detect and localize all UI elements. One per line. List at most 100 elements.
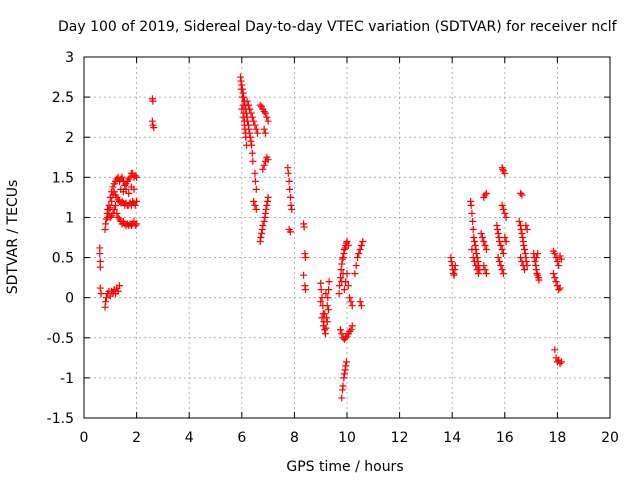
data-point	[517, 225, 525, 233]
x-tick-label: 16	[496, 430, 514, 446]
data-point	[532, 254, 540, 262]
y-tick-label: 2.5	[52, 90, 74, 106]
data-point	[496, 238, 504, 246]
data-point	[252, 125, 260, 133]
x-tick-label: 2	[132, 430, 141, 446]
data-point	[347, 326, 355, 334]
data-point	[301, 254, 309, 262]
data-point	[343, 238, 351, 246]
data-point	[96, 284, 104, 292]
data-point	[323, 318, 331, 326]
data-point	[106, 213, 114, 221]
x-tick-label: 8	[290, 430, 299, 446]
x-tick-label: 10	[338, 430, 356, 446]
data-point	[356, 298, 364, 306]
data-point	[96, 263, 104, 271]
data-point	[498, 266, 506, 274]
data-point	[348, 322, 356, 330]
data-point	[109, 183, 117, 191]
data-point	[336, 326, 344, 334]
data-point	[125, 189, 133, 197]
data-point	[121, 181, 129, 189]
data-point	[336, 274, 344, 282]
data-points	[96, 73, 565, 402]
data-point	[317, 298, 325, 306]
x-tick-label: 14	[443, 430, 461, 446]
data-point	[239, 113, 247, 121]
data-point	[522, 221, 530, 229]
y-tick-label: 1	[65, 210, 74, 226]
data-point	[553, 258, 561, 266]
data-point	[133, 173, 141, 181]
data-point	[262, 205, 270, 213]
data-point	[481, 266, 489, 274]
data-point	[493, 225, 501, 233]
data-point	[242, 129, 250, 137]
data-point	[256, 101, 264, 109]
data-point	[496, 258, 504, 266]
data-point	[114, 287, 122, 295]
data-point	[347, 298, 355, 306]
data-point	[494, 229, 502, 237]
data-point	[125, 175, 133, 183]
y-tick-label: 0	[65, 291, 74, 307]
data-point	[499, 165, 507, 173]
data-point	[519, 262, 527, 270]
data-point	[257, 234, 265, 241]
data-point	[342, 334, 350, 342]
data-point	[469, 225, 477, 233]
data-point	[343, 270, 351, 278]
data-point	[531, 258, 539, 266]
data-point	[116, 282, 124, 290]
data-point	[451, 262, 459, 270]
data-point	[250, 117, 258, 125]
data-point	[521, 246, 529, 254]
data-point	[251, 169, 259, 177]
data-point	[340, 370, 348, 378]
data-point	[356, 246, 364, 254]
data-point	[518, 229, 526, 237]
data-point	[284, 169, 292, 177]
data-point	[471, 238, 479, 246]
x-tick-label: 20	[601, 430, 619, 446]
data-point	[335, 290, 343, 298]
data-point	[246, 105, 254, 113]
data-point	[498, 201, 506, 209]
data-point	[551, 346, 559, 354]
data-point	[501, 234, 509, 241]
data-point	[467, 201, 475, 209]
data-point	[499, 205, 507, 213]
data-point	[96, 250, 104, 258]
x-axis-label: GPS time / hours	[286, 459, 403, 475]
data-point	[338, 394, 346, 402]
data-point	[535, 276, 543, 284]
data-point	[502, 213, 510, 221]
data-point	[481, 191, 489, 199]
data-point	[261, 109, 269, 117]
data-point	[499, 270, 507, 278]
data-point	[470, 234, 478, 241]
data-point	[258, 229, 266, 237]
data-point	[238, 93, 246, 101]
data-point	[250, 197, 258, 205]
data-point	[249, 157, 257, 165]
data-point	[557, 358, 565, 366]
data-point	[321, 326, 329, 334]
data-point	[336, 282, 344, 290]
data-point	[447, 258, 455, 266]
data-point	[248, 113, 256, 121]
data-point	[131, 172, 139, 180]
data-point	[301, 286, 309, 294]
y-axis-label: SDTVAR / TECUs	[5, 180, 21, 295]
data-point	[324, 294, 332, 302]
data-point	[552, 278, 560, 286]
data-point	[482, 270, 490, 278]
data-point	[450, 271, 458, 279]
x-tick-label: 6	[237, 430, 246, 446]
data-point	[247, 109, 255, 117]
data-point	[264, 193, 272, 201]
data-point	[102, 220, 110, 228]
data-point	[150, 124, 158, 132]
data-point	[357, 302, 365, 310]
data-point	[113, 209, 121, 217]
